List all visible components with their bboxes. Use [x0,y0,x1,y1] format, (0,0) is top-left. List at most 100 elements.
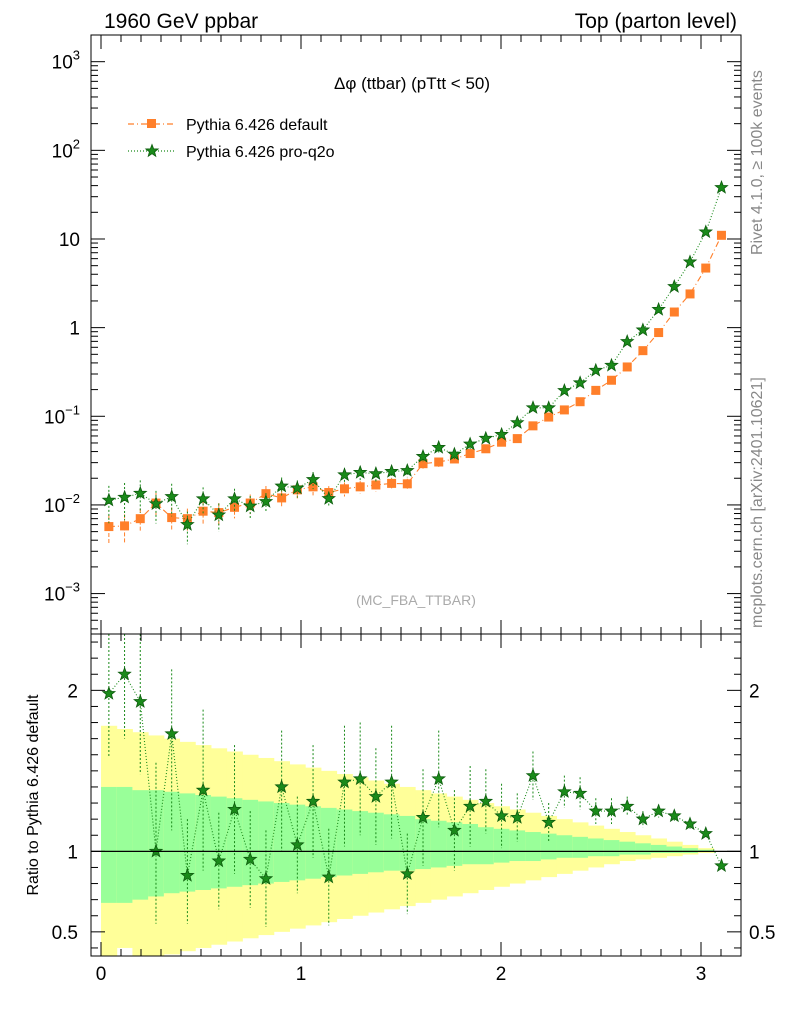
ratio-y-tick-label-right: 1 [749,842,760,863]
data-point-proq2o [337,467,352,482]
ratio-y-tick-label-right: 2 [749,681,760,702]
data-point-default [669,307,679,317]
data-point-proq2o [399,462,415,477]
data-point-proq2o [541,400,556,415]
ratio-data-point [572,785,588,800]
ratio-data-point [274,779,289,794]
ratio-data-point [651,803,666,818]
data-point-proq2o [384,463,399,478]
data-point-default [277,493,287,503]
ratio-y-tick-label-left: 2 [67,681,78,702]
uncertainty-band-inner [352,811,369,874]
data-point-default [308,482,318,492]
data-point-proq2o [117,489,132,504]
series-line [108,187,723,526]
ratio-data-point [619,798,635,813]
uncertainty-band-inner [556,835,573,858]
ratio-data-point [227,801,242,816]
data-point-proq2o [352,464,368,479]
uncertainty-band-inner [540,833,558,860]
uncertainty-band-inner [430,820,448,868]
ratio-y-tick-label-right: 0.5 [749,923,775,944]
ratio-data-point [384,774,399,789]
ratio-data-point [101,685,117,700]
data-point-default [654,328,664,338]
data-point-default [418,459,428,469]
ratio-data-point [698,825,713,840]
ratio-data-point [195,782,211,797]
uncertainty-band-inner [368,812,385,873]
data-point-default [135,514,145,524]
uncertainty-band-inner [179,793,196,892]
series-default [104,230,726,544]
ratio-data-point [164,726,179,741]
data-point-proq2o [525,400,541,414]
data-point-proq2o [305,471,321,486]
uncertainty-band-inner [383,814,400,871]
data-point-proq2o [195,491,211,506]
data-point-default [230,502,240,512]
ratio-data-point [211,853,227,868]
ratio-data-point [415,809,431,824]
data-point-proq2o [447,446,462,461]
data-point-proq2o [651,301,666,316]
uncertainty-band-inner [666,846,683,853]
ratio-data-point [337,774,352,789]
uncertainty-band-inner [273,803,290,882]
ratio-data-point [242,851,258,866]
data-point-proq2o [557,382,572,397]
data-point-default [434,457,444,467]
data-point-proq2o [572,375,588,390]
data-point-default [544,412,554,422]
ratio-data-point [588,803,604,818]
data-point-proq2o [274,478,289,493]
ratio-data-point [305,793,321,808]
x-tick-label: 3 [696,964,707,985]
data-point-default [622,362,632,372]
ratio-y-tick-label-left: 0.5 [52,923,78,944]
data-point-proq2o [321,490,336,505]
ratio-data-point [541,814,557,829]
ratio-data-point [667,808,682,823]
ratio-data-point [431,771,447,786]
data-point-default [339,484,349,494]
y-tick-label: 1 [69,319,80,340]
y-tick-label: 10−2 [44,491,80,517]
data-point-proq2o [180,516,195,531]
data-point-proq2o [227,491,242,506]
data-point-default [104,522,114,532]
rivet-version-label: Rivet 4.1.0, ≥ 100k events [749,70,766,255]
data-point-default [512,434,522,444]
legend-marker-default [147,119,156,128]
data-point-default [387,478,397,488]
data-point-default [167,513,177,523]
data-point-default [465,449,475,459]
data-point-default [528,421,538,431]
legend-label-default: Pythia 6.426 default [186,117,328,134]
uncertainty-band-inner [525,832,542,862]
ratio-data-point [462,798,478,813]
uncertainty-band-inner [682,848,699,853]
data-point-proq2o [368,466,384,480]
ratio-plot-panel: 0.5 0.5 1 1 2 2 0 1 2 3 Ratio to Pythia 6.426 def… [25,633,775,985]
uncertainty-band-inner [650,844,667,853]
y-tick-label: 10−3 [44,580,80,606]
data-point-proq2o [619,333,635,348]
ratio-plot-frame [90,633,742,957]
data-point-proq2o [148,496,164,511]
ratio-data-point [635,811,651,826]
ratio-data-point [525,768,541,782]
series-line [108,235,722,528]
ratio-data-point [557,784,572,798]
ratio-y-axis-label: Ratio to Pythia 6.426 default [25,694,42,896]
ratio-data-point [604,803,619,818]
data-point-default [575,397,585,407]
data-point-proq2o [635,322,651,337]
uncertainty-band-inner [462,823,479,865]
ratio-data-point [180,867,195,882]
ratio-data-point [368,788,384,803]
data-point-default [559,405,569,415]
legend: Pythia 6.426 default Pythia 6.426 pro-q2… [128,117,335,161]
data-point-proq2o [415,448,431,463]
